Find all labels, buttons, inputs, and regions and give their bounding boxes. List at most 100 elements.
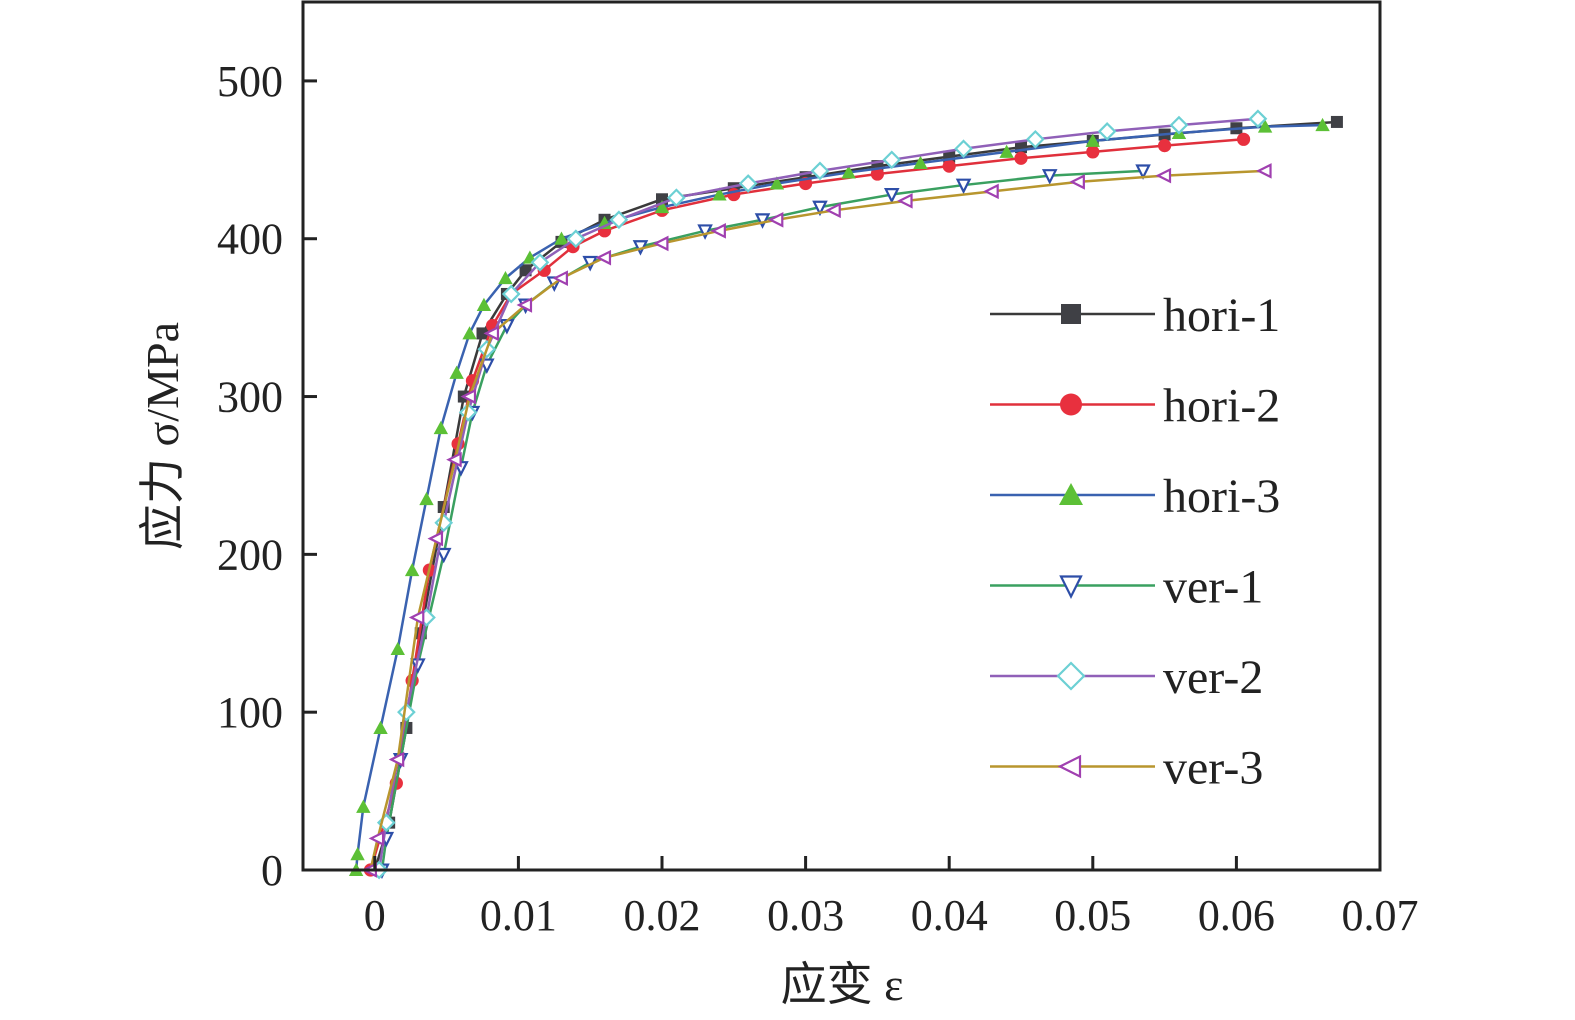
data-point bbox=[1014, 151, 1028, 165]
data-point bbox=[501, 284, 521, 304]
x-tick-label: 0.02 bbox=[624, 891, 701, 940]
series-line bbox=[369, 138, 1244, 871]
data-point bbox=[1248, 109, 1268, 129]
data-point bbox=[462, 326, 477, 340]
data-point bbox=[1059, 483, 1083, 505]
data-point bbox=[1330, 115, 1343, 128]
data-point bbox=[435, 547, 452, 564]
data-point bbox=[942, 159, 956, 173]
data-point bbox=[530, 253, 550, 272]
data-point bbox=[476, 327, 489, 340]
data-point bbox=[754, 213, 771, 229]
data-point bbox=[1158, 139, 1172, 153]
data-point bbox=[667, 188, 686, 208]
series-line bbox=[369, 169, 1266, 871]
data-point bbox=[373, 720, 388, 734]
y-tick-label: 200 bbox=[217, 530, 283, 579]
data-point bbox=[812, 200, 828, 217]
data-point bbox=[882, 150, 902, 170]
legend: hori-1 hori-2 hori-3 ver-1 ver-2 ver-3 bbox=[990, 289, 1280, 795]
data-point bbox=[999, 144, 1014, 158]
data-point bbox=[476, 297, 492, 312]
data-point bbox=[825, 202, 841, 219]
data-point bbox=[697, 224, 713, 240]
data-point bbox=[368, 830, 385, 847]
x-tick-label: 0.01 bbox=[480, 891, 557, 940]
data-point bbox=[1061, 304, 1081, 324]
legend-label: hori-3 bbox=[1163, 470, 1280, 523]
legend-label: ver-3 bbox=[1163, 742, 1263, 795]
series-layer bbox=[348, 109, 1343, 880]
x-tick-label: 0.07 bbox=[1342, 891, 1419, 940]
y-tick-label: 100 bbox=[217, 688, 283, 737]
x-tick-label: 0 bbox=[364, 891, 386, 940]
data-point bbox=[483, 325, 500, 342]
ticks-layer: 0 0.01 0.02 0.03 0.04 0.05 0.06 0.07 0 100 200 300 4… bbox=[217, 57, 1419, 940]
data-point bbox=[1069, 174, 1085, 190]
data-point bbox=[433, 420, 449, 435]
x-tick-label: 0.06 bbox=[1198, 891, 1275, 940]
data-point bbox=[388, 751, 405, 768]
data-point bbox=[1315, 117, 1330, 132]
data-point bbox=[408, 609, 425, 626]
y-tick-label: 400 bbox=[217, 215, 283, 264]
data-point bbox=[1236, 132, 1251, 146]
data-point bbox=[841, 165, 856, 179]
data-point bbox=[356, 799, 371, 813]
data-point bbox=[458, 402, 478, 422]
data-point bbox=[552, 270, 568, 286]
legend-item: ver-3 bbox=[990, 742, 1263, 795]
y-tick-label: 300 bbox=[217, 373, 283, 422]
legend-item: hori-1 bbox=[990, 289, 1280, 342]
data-point bbox=[954, 139, 973, 159]
data-point bbox=[897, 193, 913, 209]
data-point bbox=[1085, 133, 1100, 147]
data-point bbox=[1041, 169, 1058, 185]
y-axis-label: 应力 σ/MPa bbox=[137, 322, 188, 550]
series-ver-3 bbox=[361, 163, 1272, 878]
y-tick-label: 0 bbox=[261, 846, 283, 895]
data-point bbox=[769, 176, 785, 190]
data-point bbox=[1026, 129, 1045, 149]
data-point bbox=[1059, 575, 1083, 599]
data-point bbox=[712, 187, 727, 201]
data-point bbox=[566, 229, 586, 249]
data-point bbox=[397, 702, 416, 722]
data-point bbox=[460, 388, 477, 405]
data-point bbox=[404, 562, 420, 577]
legend-item: ver-1 bbox=[990, 561, 1263, 614]
data-point bbox=[810, 161, 830, 181]
data-point bbox=[955, 178, 972, 195]
data-point bbox=[516, 297, 533, 313]
y-tick-label: 500 bbox=[217, 57, 283, 106]
data-point bbox=[1097, 122, 1117, 141]
data-point bbox=[913, 155, 928, 169]
series-line bbox=[380, 169, 1144, 871]
data-point bbox=[1256, 163, 1272, 179]
plot-frame bbox=[301, 0, 1382, 872]
x-tick-label: 0.05 bbox=[1054, 891, 1131, 940]
data-point bbox=[419, 491, 434, 506]
x-axis-label: 应变 ε bbox=[781, 959, 904, 1010]
data-point bbox=[390, 641, 405, 656]
data-point bbox=[554, 231, 569, 245]
data-point bbox=[654, 199, 670, 214]
series-line bbox=[377, 117, 1259, 871]
legend-item: ver-2 bbox=[990, 651, 1263, 704]
data-point bbox=[883, 188, 900, 204]
data-point bbox=[710, 223, 726, 239]
legend-label: hori-1 bbox=[1163, 289, 1280, 342]
data-point bbox=[609, 210, 629, 230]
data-point bbox=[767, 212, 784, 228]
data-point bbox=[1057, 754, 1082, 779]
data-point bbox=[983, 183, 999, 200]
data-point bbox=[1257, 119, 1273, 133]
legend-label: ver-2 bbox=[1163, 651, 1263, 704]
data-point bbox=[595, 249, 612, 266]
data-point bbox=[652, 235, 669, 252]
series-ver-1 bbox=[374, 164, 1151, 880]
data-point bbox=[1169, 115, 1189, 135]
data-point bbox=[449, 365, 464, 379]
legend-item: hori-3 bbox=[990, 470, 1280, 523]
data-point bbox=[1135, 164, 1151, 180]
